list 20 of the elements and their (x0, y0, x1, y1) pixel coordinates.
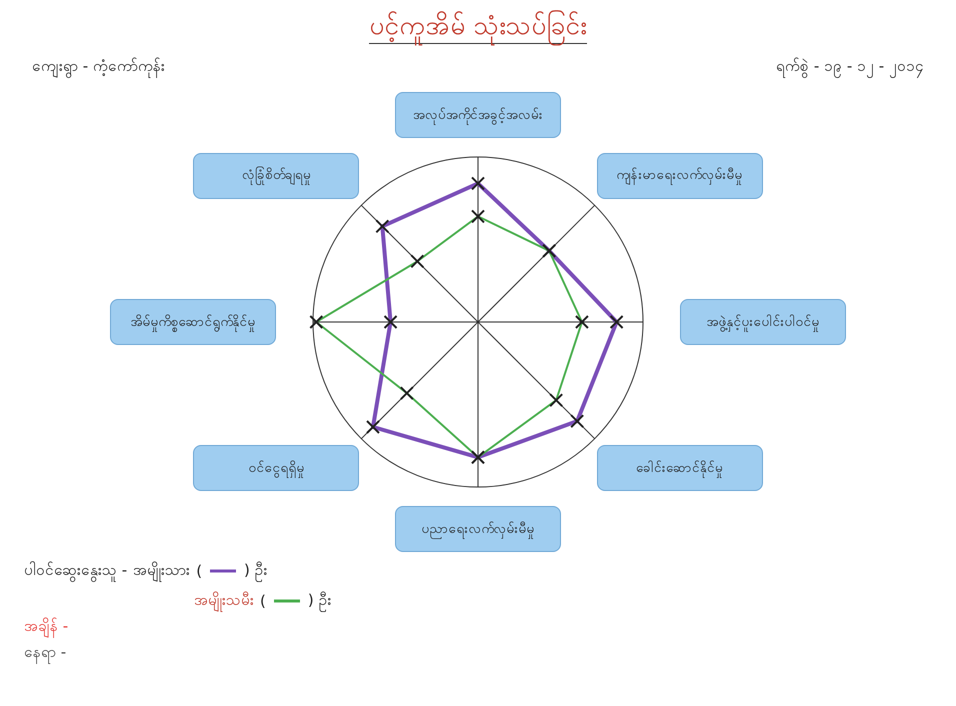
spoke-label: အဖွဲ့နှင့်ပူးပေါင်းပါဝင်မှု (680, 299, 846, 345)
spoke-label: အိမ်မှုကိစ္စဆောင်ရွက်နိုင်မှု (110, 299, 276, 345)
legend-label: အမျိုးသမီး (194, 590, 254, 612)
text: အချိန် - (24, 616, 70, 640)
text: ရက်စွဲ - ၁၉ - ၁၂ - ၂၀၁၄ (776, 56, 924, 80)
legend-title: ပါဝင်ဆွေးနွေးသူ - (24, 560, 128, 582)
text: ) ဦး (244, 560, 268, 582)
spoke-label: အလုပ်အကိုင်အခွင့်အလမ်း (395, 92, 561, 138)
text: ) ဦး (308, 590, 332, 612)
chart-title: ပင့်ကူအိမ် သုံးသပ်ခြင်း (369, 11, 587, 44)
spoke-label: ပညာရေးလက်လှမ်းမီမှု (395, 506, 561, 552)
spoke-label: ကျန်းမာရေးလက်လှမ်းမီမှု (596, 152, 763, 199)
text: နေရာ - (24, 642, 68, 666)
legend-label: အမျိုးသား (133, 560, 190, 582)
spoke-label: ဝင်ငွေရရှိမှု (193, 445, 360, 492)
spoke-label: လုံခြုံစိတ်ချရမှု (193, 152, 360, 199)
text: ( (196, 562, 202, 580)
text: ( (260, 592, 266, 610)
spoke-label: ခေါင်းဆောင်နိုင်မှု (596, 445, 763, 492)
chart-subtitle: ကျေးရွာ - ကံ့ကော်ကုန်း (32, 56, 165, 80)
